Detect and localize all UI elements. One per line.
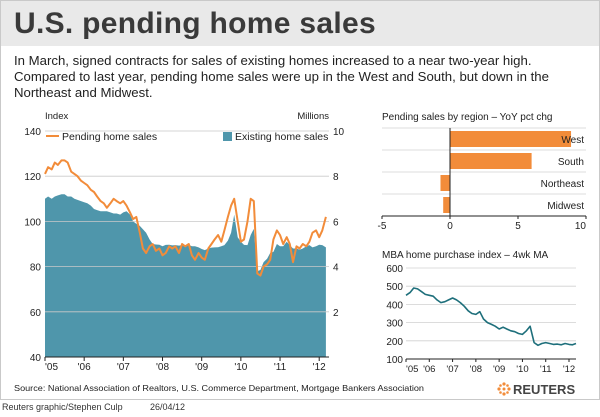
- bar-category-label: South: [558, 157, 584, 168]
- bar-x-tick-label: 10: [575, 221, 587, 232]
- x-tick-label: '08: [156, 362, 169, 373]
- y-tick-label-left: 80: [30, 263, 42, 274]
- bar-northeast: [440, 175, 450, 191]
- y-tick-label-left: 100: [24, 217, 41, 228]
- y-tick-label-left: 120: [24, 172, 41, 183]
- bar-x-tick-label: -5: [378, 221, 387, 232]
- y-tick-label-right: 8: [333, 172, 339, 183]
- y-tick-label-left: 40: [30, 353, 42, 364]
- y-tick-label-left: 140: [24, 127, 41, 138]
- mba-x-tick-label: '05: [406, 364, 418, 375]
- x-tick-label: '07: [117, 362, 130, 373]
- page-subtitle: In March, signed contracts for sales of …: [14, 53, 549, 100]
- legend-existing-swatch: [223, 132, 232, 141]
- bar-west: [450, 131, 572, 147]
- y-tick-label-right: 4: [333, 263, 339, 274]
- existing-sales-area: [45, 194, 326, 357]
- y-tick-label-left: 60: [30, 308, 42, 319]
- reuters-logo-icon: [497, 382, 511, 396]
- bar-midwest: [443, 197, 450, 213]
- mba-x-tick-label: '07: [446, 364, 458, 375]
- right-axis-unit: Millions: [297, 111, 329, 122]
- page-title: U.S. pending home sales: [14, 7, 376, 40]
- mba-index-line: [405, 287, 577, 347]
- bar-x-tick-label: 5: [515, 221, 521, 232]
- legend-existing-label: Existing home sales: [235, 131, 328, 143]
- bar-category-label: West: [561, 135, 584, 146]
- mba-x-tick-label: '12: [563, 364, 575, 375]
- mba-chart-title: MBA home purchase index – 4wk MA: [382, 250, 549, 261]
- footer-credit: Reuters graphic/Stephen Culp: [2, 402, 123, 412]
- x-tick-label: '05: [45, 362, 58, 373]
- y-tick-label-right: 2: [333, 308, 339, 319]
- mba-x-tick-label: '08: [470, 364, 482, 375]
- bar-x-tick-label: 0: [447, 221, 453, 232]
- y-tick-label-right: 10: [333, 127, 345, 138]
- graphic-frame: U.S. pending home sales In March, signed…: [0, 0, 600, 400]
- source-row: Source: National Association of Realtors…: [14, 382, 575, 397]
- x-tick-label: '09: [195, 362, 208, 373]
- x-tick-label: '12: [313, 362, 326, 373]
- pending-sales-line: [44, 159, 327, 277]
- x-tick-label: '10: [234, 362, 247, 373]
- main-plot-area: 40 60 80 100 120 140 2 4 6 8 10 '05 '06 '07 '08 '09 '10 '…: [24, 127, 344, 373]
- mba-x-tick-label: '10: [516, 364, 528, 375]
- mba-x-tick-label: '11: [540, 364, 552, 375]
- mba-x-tick-label: '06: [423, 364, 435, 375]
- mba-y-tick-label: 600: [386, 264, 403, 275]
- bar-category-label: Midwest: [547, 201, 584, 212]
- mba-line-chart: MBA home purchase index – 4wk MA 100 200 3…: [382, 250, 577, 375]
- mba-x-tick-label: '09: [493, 364, 505, 375]
- footer-date: 26/04/12: [150, 402, 186, 412]
- source-note: Source: National Association of Realtors…: [14, 383, 424, 393]
- legend-pending-label: Pending home sales: [62, 131, 157, 143]
- mba-y-tick-label: 300: [386, 319, 403, 330]
- bar-plot-area: West South Northeast Midwest -5 0 5 10: [378, 127, 587, 232]
- left-axis-unit: Index: [45, 111, 68, 122]
- main-chart: Index Millions 40 60 80 100 120 140 2 4 6 8 10 '05 '…: [24, 111, 344, 373]
- title-band: U.S. pending home sales: [1, 1, 599, 46]
- x-tick-label: '11: [274, 362, 287, 373]
- mba-y-tick-label: 400: [386, 300, 403, 311]
- reuters-logo-text: REUTERS: [513, 382, 575, 397]
- mba-y-tick-label: 500: [386, 282, 403, 293]
- mba-plot-area: 100 200 300 400 500 600 '05 '06 '07 '08 '09 '10 '11 '…: [386, 264, 577, 375]
- x-tick-label: '06: [78, 362, 91, 373]
- bar-chart-title: Pending sales by region – YoY pct chg: [382, 112, 553, 123]
- mba-y-tick-label: 100: [386, 355, 403, 366]
- bar-south: [450, 153, 532, 169]
- bar-category-label: Northeast: [541, 179, 585, 190]
- mba-y-tick-label: 200: [386, 337, 403, 348]
- y-tick-label-right: 6: [333, 217, 339, 228]
- region-bar-chart: Pending sales by region – YoY pct chg We…: [378, 112, 587, 232]
